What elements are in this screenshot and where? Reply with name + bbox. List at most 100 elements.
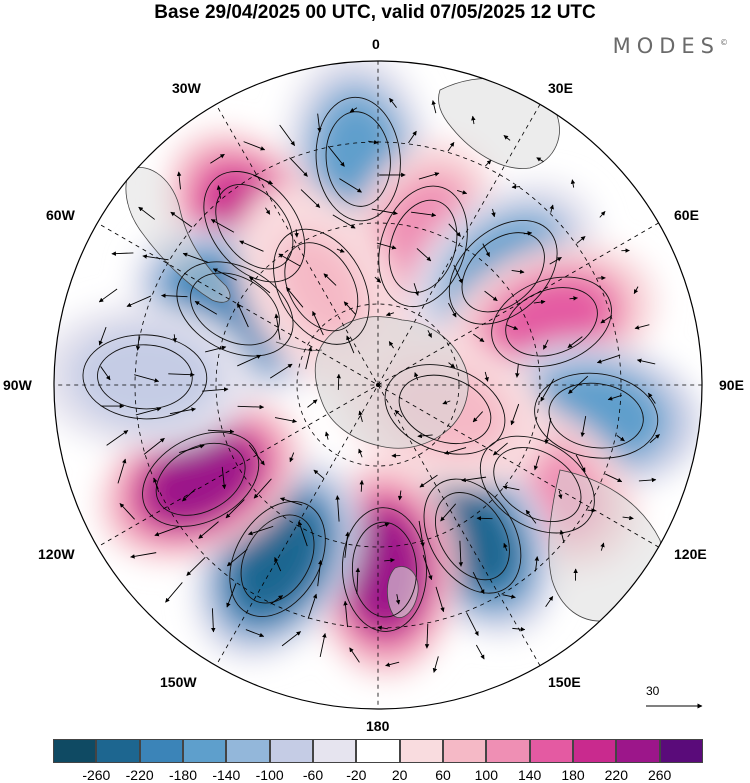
contour-line — [493, 447, 582, 523]
contour-line — [142, 431, 260, 527]
wind-arrow — [549, 204, 554, 213]
colorbar-swatch — [139, 739, 183, 763]
wind-arrow — [422, 554, 433, 581]
wind-arrow — [418, 520, 425, 548]
meridian-line — [207, 90, 549, 680]
colorbar-tick-label: -140 — [212, 767, 241, 783]
wind-arrow — [580, 415, 587, 438]
wind-arrow — [510, 403, 520, 426]
meridian-line — [83, 214, 673, 556]
wind-arrow — [182, 252, 208, 263]
wind-arrow — [336, 373, 341, 390]
wind-arrow — [636, 358, 656, 365]
colorbar-tick-label: -220 — [125, 767, 154, 783]
contour-line — [378, 185, 468, 308]
wind-arrow — [461, 476, 487, 483]
lon-label-90e: 90E — [719, 377, 744, 393]
wind-arrow — [307, 399, 318, 408]
wind-arrow — [416, 248, 432, 262]
wind-arrow — [317, 113, 322, 133]
wind-arrow — [269, 363, 293, 379]
wind-arrow — [210, 153, 225, 164]
colorbar-tick-label: -20 — [346, 767, 367, 783]
wind-arrow — [570, 179, 576, 188]
lon-label-150w: 150W — [160, 674, 197, 690]
colorbar-swatch — [226, 739, 270, 763]
colorbar-tick-label: 180 — [561, 767, 585, 783]
wind-arrow — [138, 206, 155, 220]
colorbar-swatch — [356, 739, 400, 763]
colorbar-ticks: -260 -220 -180 -140 -100 -60 -20 20 60 100 140 180 2… — [0, 767, 750, 783]
wind-arrow — [168, 372, 195, 377]
colorbar-swatch — [529, 739, 573, 763]
colorbar-tick-label: 220 — [604, 767, 629, 783]
map-title: Base 29/04/2025 00 UTC, valid 07/05/2025… — [154, 2, 596, 23]
wind-arrow — [343, 301, 356, 315]
wind-arrow — [355, 567, 361, 594]
wind-arrow — [313, 469, 325, 479]
contour-line — [384, 364, 506, 455]
wind-arrow — [335, 495, 340, 522]
wind-arrow — [376, 242, 397, 250]
south-pole-marker — [376, 383, 380, 387]
wind-arrow — [169, 407, 196, 415]
wind-arrow — [605, 473, 623, 483]
wind-arrow — [274, 313, 281, 340]
contour-line — [448, 219, 558, 325]
wind-arrow — [432, 656, 439, 673]
wind-arrow — [142, 254, 169, 261]
wind-arrow — [130, 552, 157, 559]
wind-arrow — [237, 354, 262, 367]
wind-arrow — [447, 141, 455, 152]
contour-line — [491, 276, 612, 368]
wind-arrow — [327, 145, 345, 167]
wind-arrow — [336, 248, 345, 253]
lon-label-60w: 60W — [46, 207, 75, 223]
colorbar-swatch — [442, 739, 487, 763]
wind-vectors — [98, 97, 660, 673]
colorbar-tick-label: 260 — [647, 767, 672, 783]
wind-arrow — [448, 302, 457, 318]
wind-arrow — [245, 629, 265, 638]
contour-line — [548, 382, 644, 449]
wind-arrow — [419, 474, 438, 488]
wind-arrow — [622, 515, 634, 521]
wind-arrow — [549, 256, 562, 265]
wind-arrow — [126, 295, 151, 307]
wind-arrow — [648, 392, 656, 404]
brand-mark: © — [720, 38, 728, 47]
wind-arrow — [502, 485, 520, 491]
wind-arrow — [298, 521, 308, 547]
contour-line — [351, 521, 417, 618]
wind-arrow — [506, 324, 519, 330]
wind-arrow — [226, 548, 248, 567]
wind-arrow — [249, 276, 271, 294]
wind-arrow — [435, 586, 445, 613]
contour-line — [479, 435, 595, 534]
wind-arrow — [448, 223, 461, 237]
wind-arrow — [237, 404, 265, 410]
wind-arrow — [511, 184, 521, 190]
contour-line — [341, 507, 427, 632]
wind-arrow — [135, 407, 162, 416]
map-border — [53, 60, 703, 710]
anomaly-ring — [276, 232, 367, 342]
wind-arrow — [418, 172, 440, 180]
wind-arrow — [408, 130, 417, 144]
wind-arrow — [161, 293, 188, 298]
wind-arrow — [472, 571, 485, 595]
wind-arrow — [523, 231, 533, 236]
wind-arrow — [307, 593, 318, 619]
wind-arrow — [358, 410, 363, 422]
wind-arrow — [111, 251, 134, 256]
wind-arrow — [98, 326, 107, 346]
wind-arrow — [533, 299, 546, 305]
wind-arrow — [317, 559, 323, 587]
new-zealand-landmass — [386, 566, 419, 618]
wind-arrow — [616, 434, 625, 442]
wind-arrow — [569, 296, 578, 301]
wind-arrow — [100, 366, 111, 381]
contour-line — [176, 261, 294, 357]
contour-line — [203, 171, 306, 283]
wind-arrow — [536, 157, 544, 163]
